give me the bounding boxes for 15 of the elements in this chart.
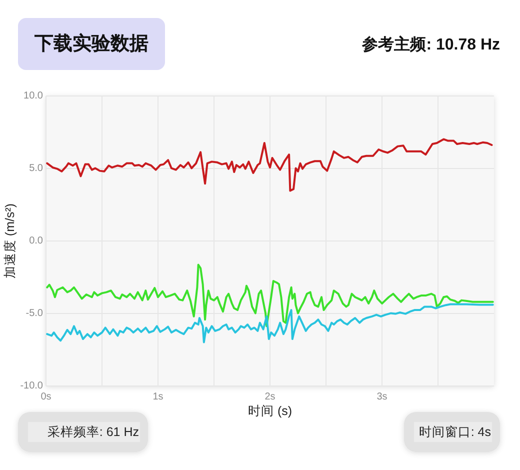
y-tick-label: 10.0 — [24, 90, 44, 102]
y-tick-label: -10.0 — [20, 380, 44, 392]
y-tick-label: -5.0 — [26, 308, 44, 319]
text: 参考主频: 10.78 Hz — [361, 34, 500, 54]
button: 下载实验数据 — [18, 18, 165, 70]
y-tick-label: 0.0 — [29, 236, 44, 246]
sample-rate: 采样频率: 61 Hz — [18, 412, 148, 452]
time-window: 时间窗口: 4s — [404, 412, 500, 452]
x-tick-label: 1s — [152, 392, 164, 402]
y-axis-title: 加速度 (m/s²) — [2, 203, 17, 279]
y-tick-label: 5.0 — [29, 163, 44, 174]
x-tick-label: 0s — [40, 392, 52, 402]
x-tick-label: 2s — [264, 392, 276, 402]
x-tick-label: 3s — [376, 392, 388, 402]
x-axis-title: 时间 (s) — [248, 404, 292, 418]
